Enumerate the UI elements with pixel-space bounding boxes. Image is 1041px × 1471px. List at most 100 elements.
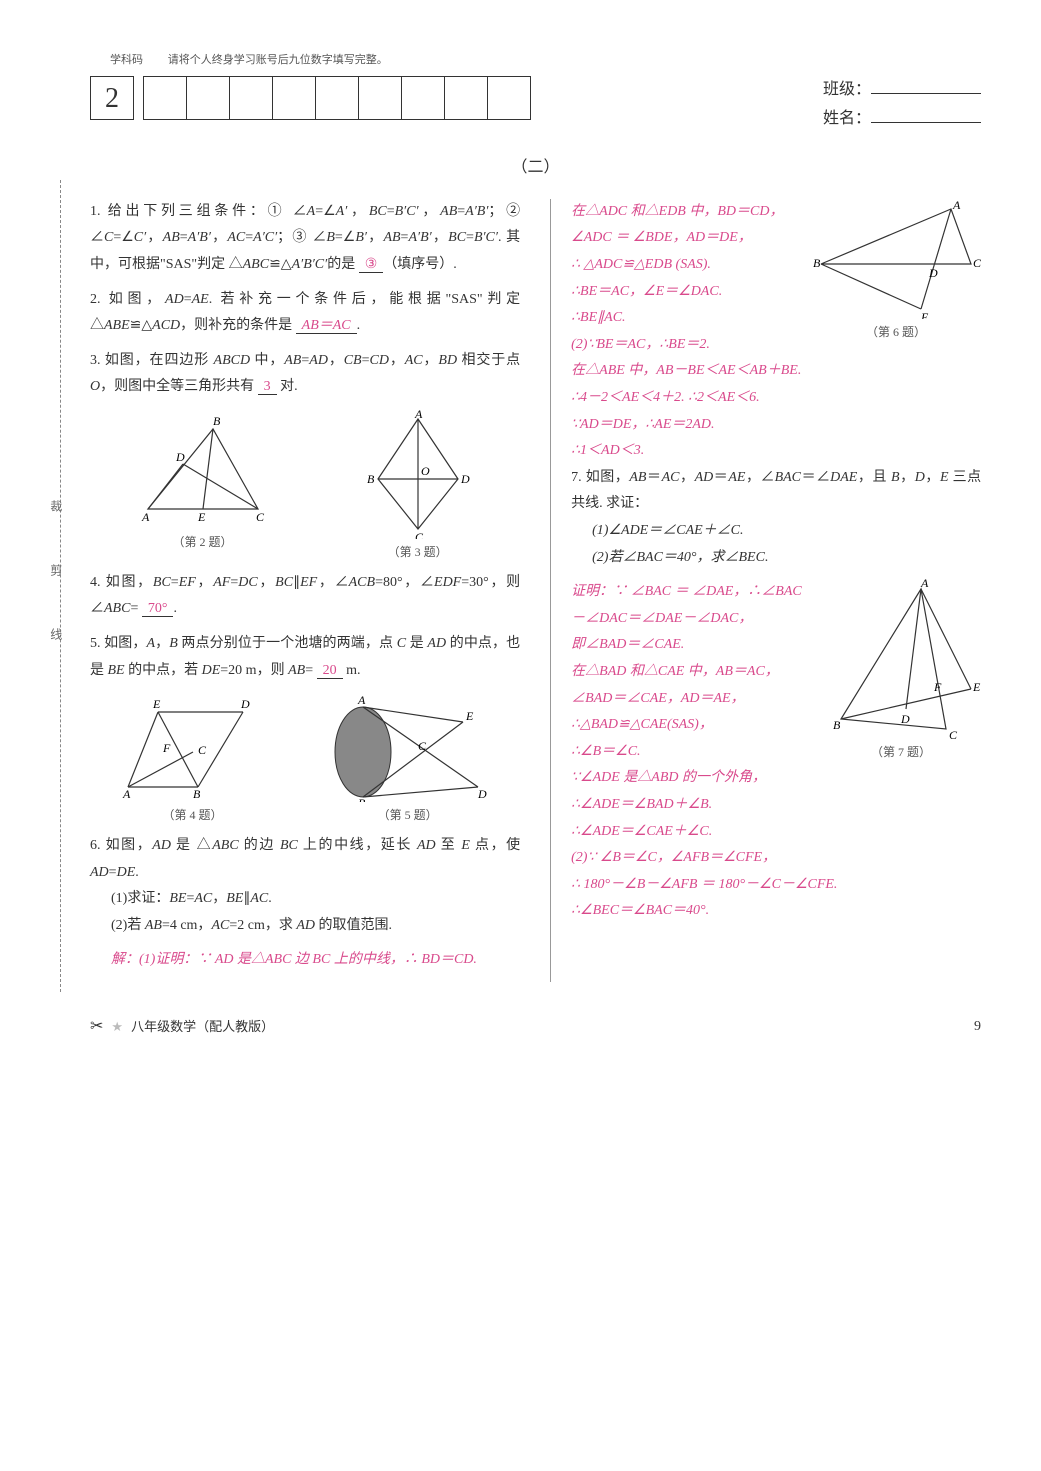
code-cell[interactable] <box>186 76 230 120</box>
code-cell[interactable] <box>229 76 273 120</box>
svg-text:C: C <box>198 743 207 757</box>
q3-text: 中， <box>250 353 284 368</box>
q3-text: ， <box>423 353 439 368</box>
q4-text: = <box>171 575 179 590</box>
q1-sym: BC <box>369 204 387 219</box>
q6-sym: ABC <box>212 838 238 853</box>
q2-text: 2. 如图， <box>90 292 165 307</box>
q5-text: 是 <box>406 636 427 651</box>
q3-text: 对. <box>280 379 298 394</box>
q1-text: ， <box>211 230 227 245</box>
svg-text:D: D <box>900 712 910 726</box>
q7-text: ＝ <box>713 470 728 485</box>
q6-sym: AD <box>296 918 315 933</box>
q1-text: =∠ <box>335 230 355 245</box>
q4-text: ，∠ <box>317 575 348 590</box>
question-2: 2. 如图，AD=AE. 若补充一个条件后，能根据"SAS"判定△ABE≌△AC… <box>90 287 520 340</box>
q3-text: ， <box>389 353 405 368</box>
q4-answer: 70° <box>142 601 174 617</box>
q5-text: = <box>305 663 313 678</box>
q5-sym: C <box>397 636 406 651</box>
page-number: 9 <box>974 1014 981 1041</box>
solution-7-line6: ∵∠ADE 是△ABD 的一个外角， <box>571 765 981 792</box>
figure-5-caption: （第 5 题） <box>318 804 498 827</box>
student-fields: 班级： 姓名： <box>823 76 981 134</box>
code-cell[interactable] <box>444 76 488 120</box>
q1-sym: C <box>104 230 113 245</box>
svg-text:C: C <box>949 728 958 739</box>
figure-3: AB CD O （第 3 题） <box>353 409 483 564</box>
q7-text: ， <box>925 470 940 485</box>
q1-text: =∠ <box>315 204 335 219</box>
q5-sym: A <box>146 636 155 651</box>
q6-sym: AD <box>417 838 436 853</box>
code-cell[interactable] <box>487 76 531 120</box>
q7-text: 7. 如图， <box>571 470 629 485</box>
code-cell[interactable] <box>272 76 316 120</box>
class-blank[interactable] <box>871 76 981 94</box>
q4-text: ， <box>196 575 213 590</box>
solution-7-line7: ∴∠ADE＝∠BAD＋∠B. <box>571 792 981 819</box>
svg-text:B: B <box>213 414 221 428</box>
q1-text: =∠ <box>113 230 133 245</box>
q6-p1: (1)求证： <box>111 891 169 906</box>
star-icon: ★ <box>111 1015 123 1040</box>
q6-p2: (2)若 <box>111 918 145 933</box>
q1-text: = <box>387 204 395 219</box>
question-4: 4. 如图，BC=EF，AF=DC，BC∥EF，∠ACB=80°，∠EDF=30… <box>90 570 520 623</box>
svg-text:E: E <box>972 680 981 694</box>
name-blank[interactable] <box>871 105 981 123</box>
figure-2-caption: （第 2 题） <box>128 531 278 554</box>
q7-text: ＝ <box>646 470 661 485</box>
section-title: （二） <box>90 153 981 183</box>
q1-text: = <box>245 230 253 245</box>
svg-text:A: A <box>920 579 929 590</box>
q1-sym: C′ <box>134 230 146 245</box>
q1-sym: AB <box>163 230 180 245</box>
q4-sym: AF <box>213 575 230 590</box>
q5-answer: 20 <box>317 663 343 679</box>
q3-text: 相交于点 <box>457 353 520 368</box>
solution-7-line9: (2)∵ ∠B＝∠C，∠AFB＝∠CFE， <box>571 845 981 872</box>
figure-4: AB ED FC （第 4 题） <box>113 692 273 827</box>
q1-sym: BC <box>448 230 466 245</box>
q3-text: ， <box>328 353 344 368</box>
svg-text:A: A <box>952 199 961 212</box>
q7-sym: AE <box>728 470 745 485</box>
q2-sym: AD <box>165 292 184 307</box>
q1-sym: AB <box>440 204 457 219</box>
svg-text:E: E <box>152 697 161 711</box>
solution-7-line11: ∴∠BEC＝∠BAC＝40°. <box>571 898 981 925</box>
svg-text:F: F <box>933 680 942 694</box>
q6-text: 至 <box>436 838 462 853</box>
q7-text: ，∠ <box>745 470 774 485</box>
code-cell[interactable] <box>358 76 402 120</box>
q4-text: ∥ <box>293 575 300 590</box>
code-cell[interactable] <box>143 76 187 120</box>
code-cell[interactable] <box>401 76 445 120</box>
left-column: 1. 给出下列三组条件：① ∠A=∠A′，BC=B′C′，AB=A′B′；② ∠… <box>90 199 520 982</box>
name-label: 姓名： <box>823 110 871 127</box>
figure-3-caption: （第 3 题） <box>353 541 483 564</box>
q3-text: ，则图中全等三角形共有 <box>100 379 254 394</box>
q4-sym: ACB <box>349 575 375 590</box>
q6-sym: AD <box>152 838 171 853</box>
q6-text: ， <box>212 891 226 906</box>
q3-sym: AB <box>284 353 301 368</box>
figure-3-svg: AB CD O <box>353 409 483 539</box>
svg-text:C: C <box>256 510 265 524</box>
svg-text:B: B <box>367 472 375 486</box>
svg-text:A: A <box>414 409 423 421</box>
figure-7-svg: AB CD EF <box>821 579 981 739</box>
q6-text: . <box>135 865 139 880</box>
solution-6-line11: ∴1＜AD＜3. <box>571 438 981 465</box>
q6-text: . <box>268 891 272 906</box>
q7-sym: BAC <box>775 470 801 485</box>
code-cell[interactable] <box>315 76 359 120</box>
q7-sym: E <box>940 470 949 485</box>
q1-text: ， <box>347 204 369 219</box>
q7-sym: AB <box>629 470 646 485</box>
svg-text:B: B <box>813 256 821 270</box>
header-instruction: 学科码 请将个人终身学习账号后九位数字填写完整。 <box>110 50 981 71</box>
q2-text: ≌△ <box>130 318 153 333</box>
